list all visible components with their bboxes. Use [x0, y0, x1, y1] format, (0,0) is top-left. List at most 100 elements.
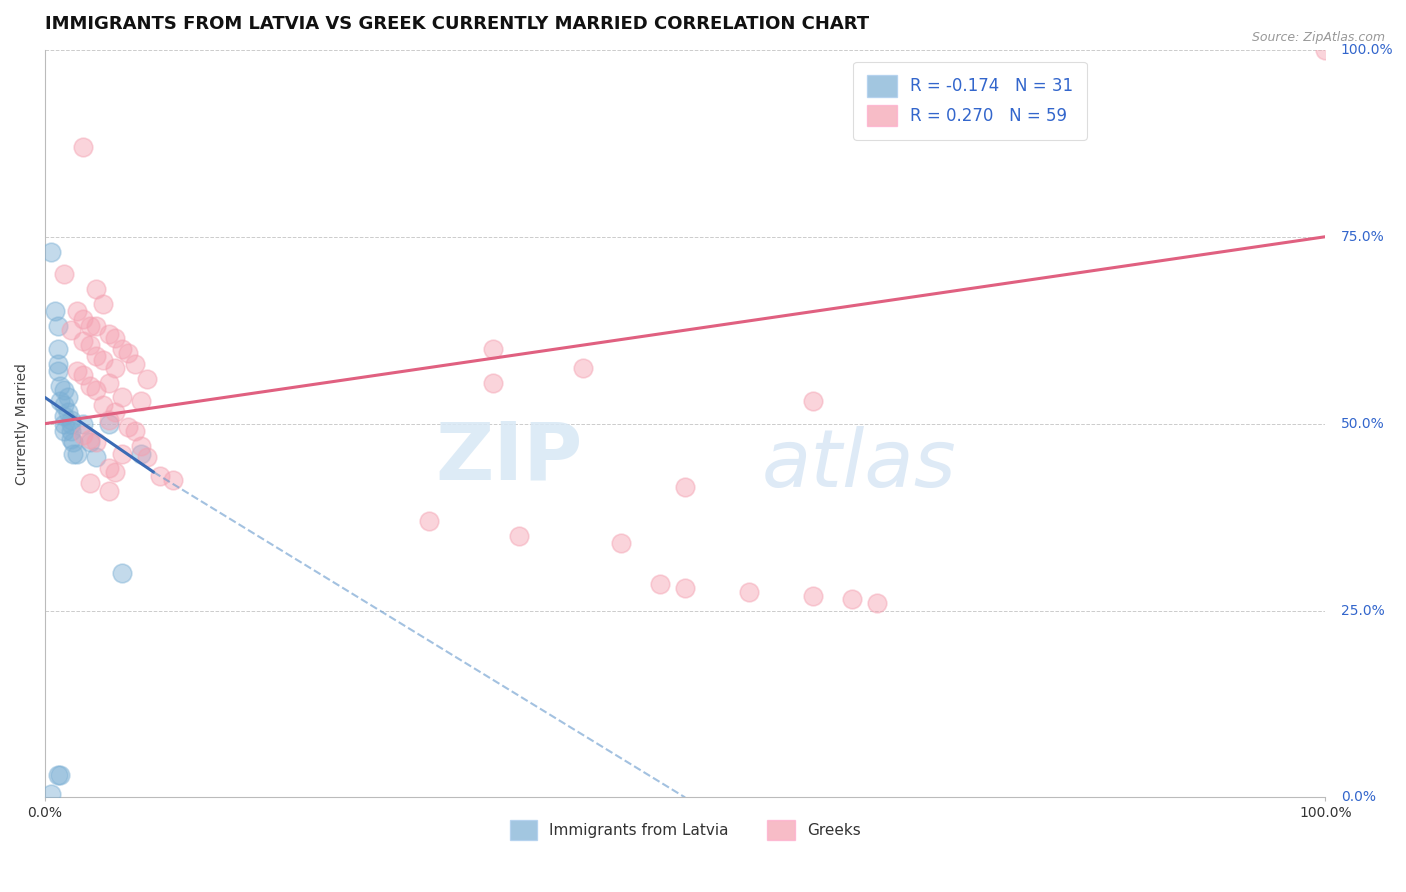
- Point: [79, 338, 101, 352]
- Point: [98, 413, 121, 427]
- Point: [117, 420, 139, 434]
- Point: [53, 267, 76, 281]
- Point: [508, 529, 530, 543]
- Point: [84, 435, 107, 450]
- Point: [49, 379, 72, 393]
- Point: [53, 424, 76, 438]
- Point: [136, 372, 159, 386]
- Point: [84, 282, 107, 296]
- Point: [111, 342, 134, 356]
- Point: [104, 331, 127, 345]
- Point: [53, 383, 76, 397]
- Point: [56, 391, 79, 405]
- Point: [84, 350, 107, 364]
- Point: [46, 342, 69, 356]
- Point: [801, 394, 824, 409]
- Point: [46, 357, 69, 371]
- Point: [66, 304, 89, 318]
- Point: [98, 461, 121, 475]
- Point: [46, 319, 69, 334]
- Point: [59, 417, 82, 431]
- Point: [59, 424, 82, 438]
- Point: [72, 334, 94, 349]
- Point: [111, 391, 134, 405]
- Text: ZIP: ZIP: [436, 418, 582, 496]
- Legend: Immigrants from Latvia, Greeks: Immigrants from Latvia, Greeks: [503, 814, 866, 846]
- Point: [84, 450, 107, 465]
- Point: [41, 787, 63, 801]
- Point: [482, 376, 505, 390]
- Point: [72, 417, 94, 431]
- Point: [41, 244, 63, 259]
- Point: [79, 319, 101, 334]
- Point: [98, 326, 121, 341]
- Point: [104, 360, 127, 375]
- Point: [59, 432, 82, 446]
- Point: [79, 379, 101, 393]
- Point: [49, 394, 72, 409]
- Point: [91, 297, 114, 311]
- Point: [98, 483, 121, 498]
- Text: IMMIGRANTS FROM LATVIA VS GREEK CURRENTLY MARRIED CORRELATION CHART: IMMIGRANTS FROM LATVIA VS GREEK CURRENTL…: [45, 15, 869, 33]
- Point: [124, 357, 146, 371]
- Y-axis label: Currently Married: Currently Married: [15, 363, 30, 484]
- Point: [571, 360, 593, 375]
- Point: [1315, 43, 1337, 57]
- Point: [801, 589, 824, 603]
- Point: [841, 592, 863, 607]
- Point: [53, 417, 76, 431]
- Point: [84, 319, 107, 334]
- Point: [79, 476, 101, 491]
- Point: [738, 585, 761, 599]
- Point: [62, 435, 84, 450]
- Point: [129, 394, 152, 409]
- Point: [129, 446, 152, 460]
- Point: [162, 473, 184, 487]
- Point: [59, 413, 82, 427]
- Point: [673, 480, 696, 494]
- Point: [66, 364, 89, 378]
- Point: [72, 140, 94, 154]
- Point: [418, 514, 440, 528]
- Point: [84, 383, 107, 397]
- Point: [104, 465, 127, 479]
- Point: [46, 768, 69, 782]
- Text: atlas: atlas: [762, 425, 956, 504]
- Point: [124, 424, 146, 438]
- Text: 75.0%: 75.0%: [1341, 230, 1385, 244]
- Point: [98, 376, 121, 390]
- Point: [53, 409, 76, 424]
- Point: [44, 304, 66, 318]
- Text: 0.0%: 0.0%: [1341, 790, 1375, 805]
- Point: [59, 323, 82, 337]
- Point: [72, 428, 94, 442]
- Point: [91, 398, 114, 412]
- Point: [149, 469, 172, 483]
- Text: 100.0%: 100.0%: [1341, 43, 1393, 57]
- Point: [91, 353, 114, 368]
- Point: [482, 342, 505, 356]
- Point: [866, 596, 889, 610]
- Text: Source: ZipAtlas.com: Source: ZipAtlas.com: [1251, 31, 1385, 45]
- Point: [62, 446, 84, 460]
- Point: [673, 581, 696, 595]
- Point: [66, 446, 89, 460]
- Point: [49, 768, 72, 782]
- Point: [648, 577, 671, 591]
- Point: [56, 405, 79, 419]
- Point: [111, 566, 134, 581]
- Point: [111, 446, 134, 460]
- Point: [136, 450, 159, 465]
- Point: [53, 398, 76, 412]
- Point: [129, 439, 152, 453]
- Point: [72, 368, 94, 382]
- Point: [79, 432, 101, 446]
- Point: [610, 536, 633, 550]
- Point: [46, 364, 69, 378]
- Point: [72, 312, 94, 326]
- Point: [117, 345, 139, 359]
- Point: [104, 405, 127, 419]
- Point: [79, 435, 101, 450]
- Point: [98, 417, 121, 431]
- Text: 50.0%: 50.0%: [1341, 417, 1385, 431]
